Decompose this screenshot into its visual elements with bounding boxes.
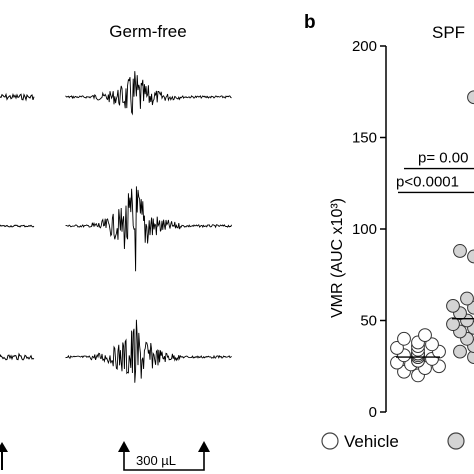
- data-point: [446, 317, 460, 332]
- data-points: [390, 90, 474, 383]
- legend: Vehicle: [321, 432, 465, 451]
- chart-title: SPF: [432, 23, 465, 42]
- panel-label: b: [304, 12, 316, 33]
- vmr-traces: [0, 71, 233, 383]
- germ-free-title: Germ-free: [109, 22, 186, 41]
- trace-left: [0, 92, 35, 102]
- data-point: [467, 90, 474, 105]
- trace-germ-free: [65, 319, 232, 383]
- y-axis: 0 50 100 150 200: [352, 38, 387, 421]
- data-point: [397, 331, 411, 346]
- data-point: [467, 249, 474, 264]
- p-value-label: p= 0.00: [418, 150, 468, 167]
- data-point: [418, 328, 432, 343]
- y-tick-label: 150: [352, 130, 377, 147]
- legend-marker: [447, 432, 465, 450]
- legend-marker: [321, 432, 339, 450]
- annotations: p<0.0001 p= 0.00: [396, 150, 474, 194]
- trace-left: [0, 224, 35, 228]
- y-tick-label: 0: [369, 404, 377, 421]
- data-point: [425, 337, 439, 352]
- arrow-up-icon: [198, 441, 210, 452]
- scale-bar-label: 300 µL: [136, 453, 177, 468]
- y-tick-label: 50: [360, 313, 377, 330]
- y-tick-label: 100: [352, 221, 377, 238]
- y-tick-label: 200: [352, 38, 377, 55]
- arrows-left: [0, 442, 8, 470]
- data-point: [390, 341, 404, 355]
- data-point: [467, 350, 474, 364]
- data-point: [453, 244, 467, 258]
- trace-left: [0, 352, 35, 361]
- data-point: [453, 344, 467, 359]
- p-value-label: p<0.0001: [396, 173, 459, 190]
- legend-label: Vehicle: [344, 432, 399, 451]
- y-axis-label: VMR (AUC x10³): [329, 198, 346, 318]
- panel-a: Germ-free: [0, 22, 233, 471]
- scale-bar: [118, 441, 210, 471]
- trace-germ-free: [65, 71, 232, 116]
- data-point: [460, 291, 474, 306]
- data-point: [446, 298, 460, 313]
- arrow-up-icon: [118, 441, 130, 452]
- trace-germ-free: [65, 186, 233, 272]
